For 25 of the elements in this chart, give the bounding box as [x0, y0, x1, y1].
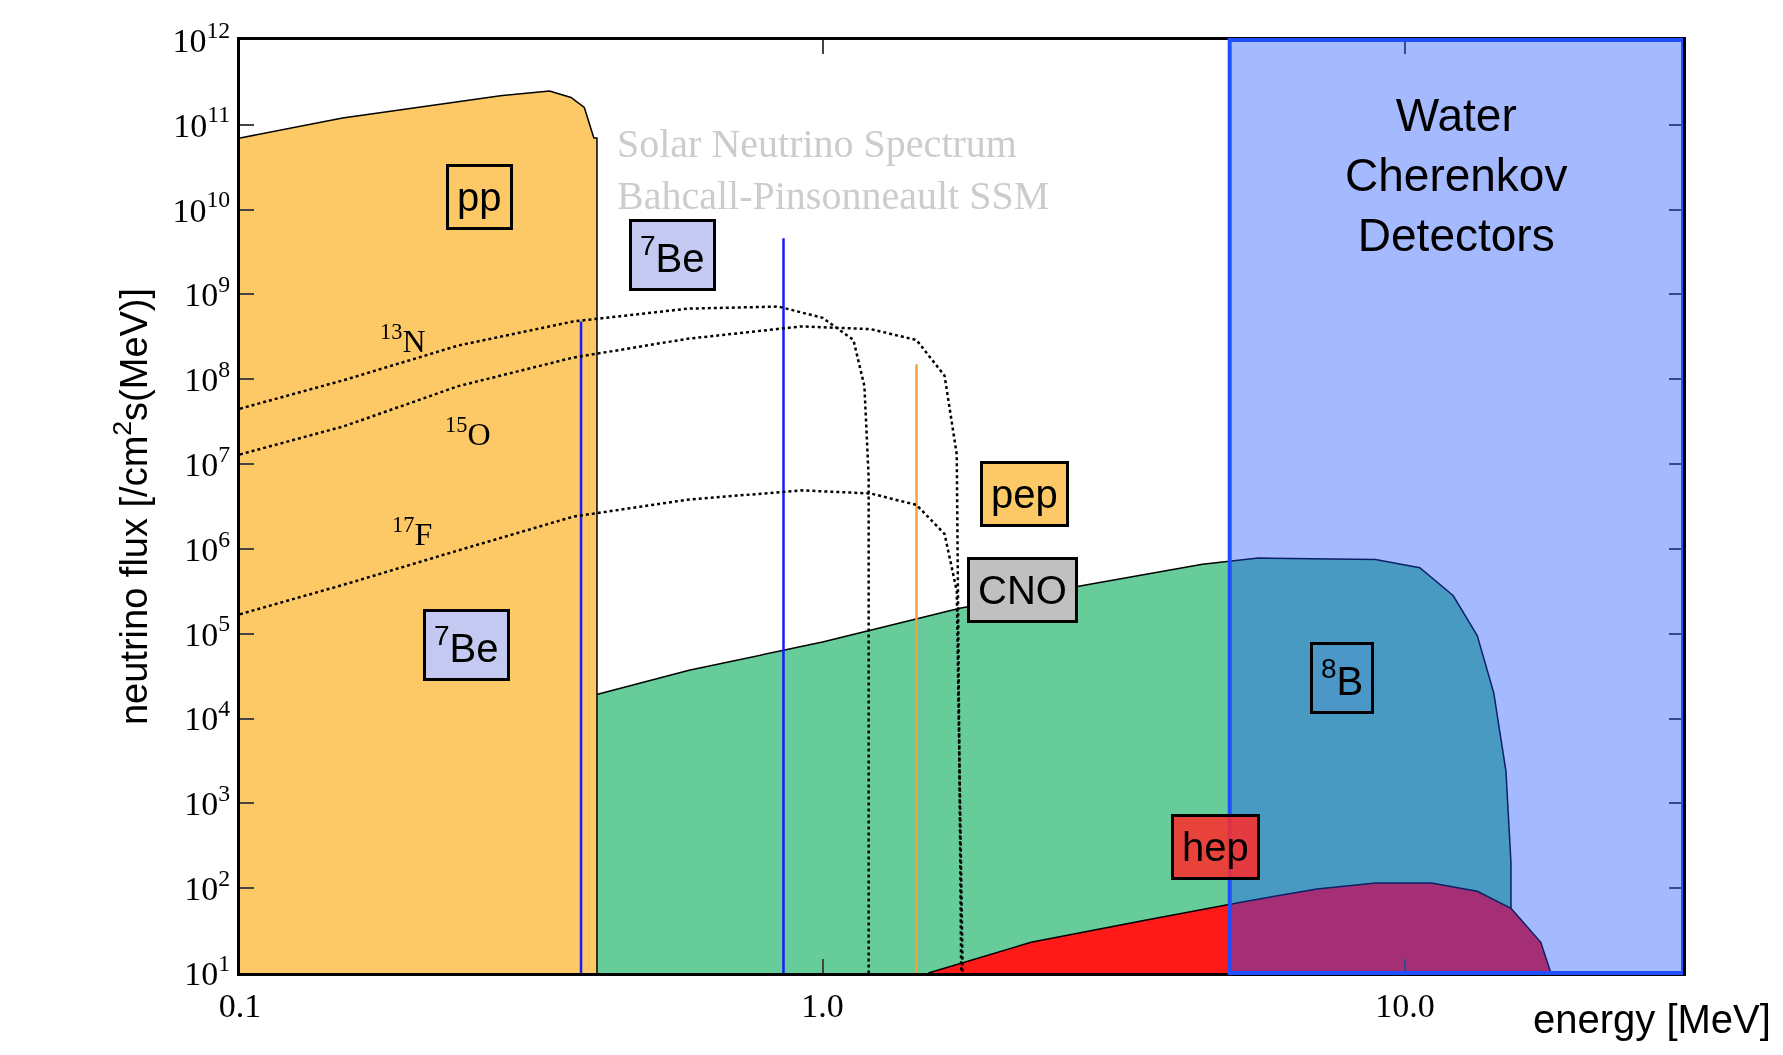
annotation: $^{13}$N [380, 319, 426, 360]
y-tick-label: 10$^{11}$ [173, 101, 231, 144]
y-tick-label: 10$^{7}$ [184, 440, 231, 483]
y-tick-label: 10$^{4}$ [184, 695, 231, 738]
y-tick-label: 10$^{10}$ [172, 186, 231, 229]
x-axis-title: energy [MeV] [1533, 997, 1771, 1041]
y-tick-label: 10$^{12}$ [172, 16, 231, 59]
annotation: $^{7}$Be [640, 230, 705, 280]
annotation: $^{8}$B [1321, 653, 1364, 703]
y-tick-label: 10$^{3}$ [184, 779, 231, 823]
annotation: $^{17}$F [392, 512, 433, 553]
annotation: $^{15}$O [445, 412, 491, 453]
y-tick-label: 10$^{9}$ [184, 271, 231, 314]
x-tick-label: 10.0 [1375, 986, 1435, 1024]
y-tick-label: 10$^{6}$ [184, 525, 231, 568]
x-tick-label: 1.0 [801, 986, 844, 1024]
annotation: $^{7}$Be [434, 620, 499, 670]
band-label: Water Cherenkov Detectors [1345, 89, 1568, 261]
annotation: CNO [978, 568, 1067, 612]
annotation: pp [457, 175, 502, 219]
annotation: hep [1182, 825, 1249, 869]
y-tick-label: 10$^{2}$ [184, 864, 231, 908]
annotation: pep [991, 472, 1058, 516]
y-tick-label: 10$^{8}$ [184, 355, 231, 399]
y-tick-label: 10$^{5}$ [184, 610, 231, 653]
